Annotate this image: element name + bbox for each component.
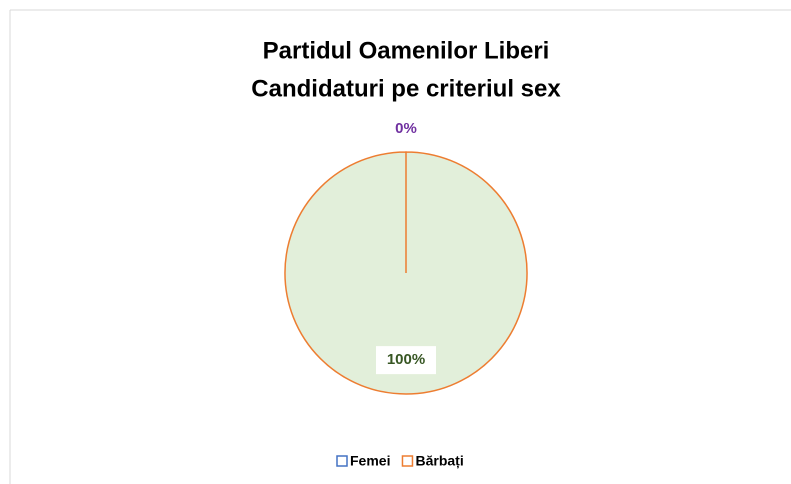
data-label-bg — [376, 346, 436, 375]
data-label: 0% — [395, 120, 417, 137]
legend-swatch — [401, 455, 414, 467]
chart-title: Candidaturi pe criteriul sex — [251, 75, 561, 102]
legend-label: Bărbați — [415, 453, 463, 469]
chart-title: Partidul Oamenilor Liberi — [263, 37, 550, 64]
data-label: 100% — [387, 351, 425, 368]
pie-slice — [284, 151, 528, 395]
legend-swatch — [336, 455, 348, 467]
legend-label: Femei — [350, 453, 390, 469]
